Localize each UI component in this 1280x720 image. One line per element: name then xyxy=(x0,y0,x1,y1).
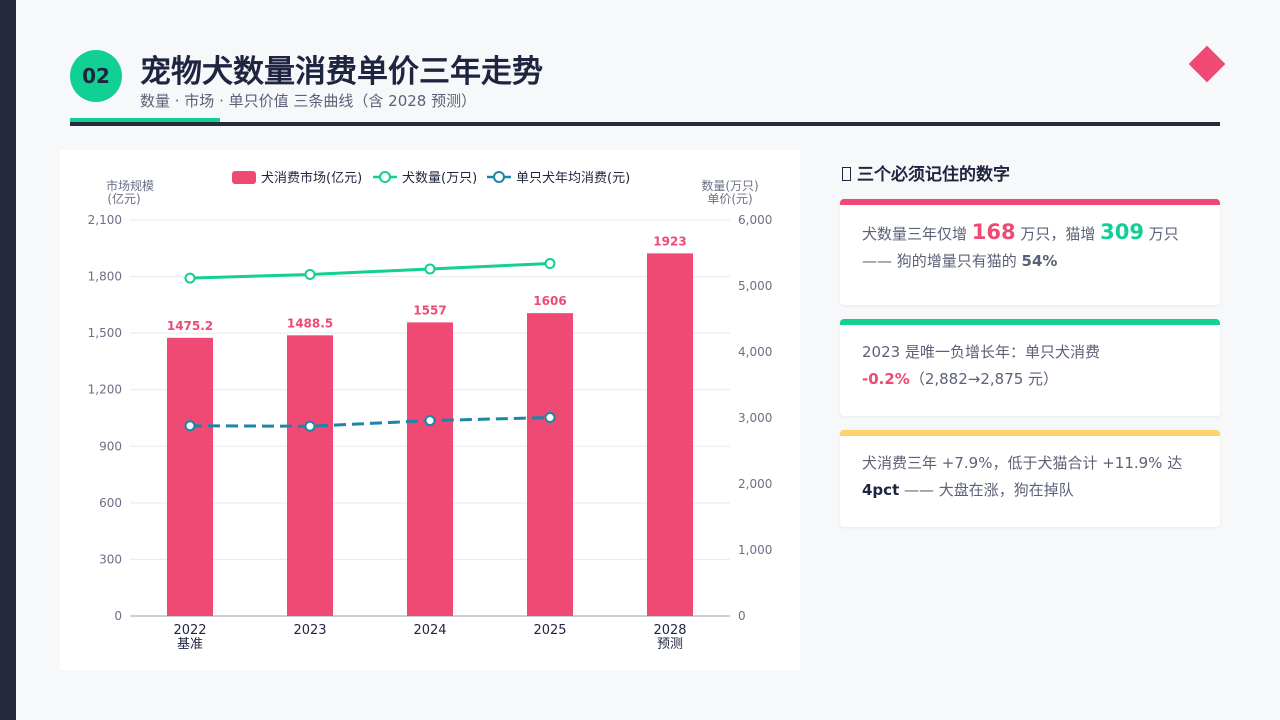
bar-value-label: 1606 xyxy=(533,294,566,308)
legend-label-unit-price: 单只犬年均消费(元) xyxy=(516,171,630,186)
bar xyxy=(647,253,693,616)
bar-value-label: 1488.5 xyxy=(287,316,333,330)
card1-text: 万只，猫增 xyxy=(1015,225,1101,243)
card-top-bar xyxy=(840,319,1220,325)
x-tick-label: 2022 xyxy=(173,623,206,638)
bar xyxy=(167,337,213,616)
info-card-dog-growth: 犬数量三年仅增 168 万只，猫增 309 万只 —— 狗的增量只有猫的 54% xyxy=(840,199,1220,305)
card3-line1: 犬消费三年 +7.9%，低于犬猫合计 +11.9% 达 xyxy=(862,454,1183,472)
page-subtitle: 数量 · 市场 · 单只价值 三条曲线（含 2028 预测） xyxy=(140,92,477,110)
card2-text: （2,882→2,875 元） xyxy=(909,370,1059,388)
right-tick-label: 2,000 xyxy=(738,477,772,491)
left-tick-label: 600 xyxy=(99,496,122,510)
card1-dog-increase: 168 xyxy=(971,220,1016,244)
x-tick-label: 2025 xyxy=(533,623,566,638)
card1-line1: 犬数量三年仅增 168 万只，猫增 309 万只 xyxy=(862,219,1198,248)
header-divider xyxy=(70,122,1220,126)
card1-line2: —— 狗的增量只有猫的 54% xyxy=(862,248,1198,275)
key-numbers-heading-text: 三个必须记住的数字 xyxy=(857,165,1010,185)
legend-swatch-unit-price xyxy=(493,171,505,183)
unit-price-point xyxy=(304,420,316,432)
header-divider-accent xyxy=(70,118,220,122)
left-tick-label: 1,200 xyxy=(88,383,122,397)
card-top-bar xyxy=(840,430,1220,436)
left-tick-label: 300 xyxy=(99,552,122,566)
left-accent-bar xyxy=(0,0,16,720)
legend-label-count: 犬数量(万只) xyxy=(402,171,477,186)
left-tick-label: 0 xyxy=(114,609,122,623)
chart-card: 0 300 600 900 1,200 1,500 1,800 2,100 0 1,000 2,00… xyxy=(60,150,800,670)
checkbox-icon xyxy=(842,167,851,181)
x-tick-label: 2024 xyxy=(413,623,446,638)
x-tick-label: 2023 xyxy=(293,623,326,638)
card2-line1: 2023 是唯一负增长年：单只犬消费 xyxy=(862,343,1100,361)
bar-value-label: 1475.2 xyxy=(167,319,213,333)
right-tick-label: 6,000 xyxy=(738,213,772,227)
section-number-badge: 02 xyxy=(70,50,122,102)
right-tick-label: 3,000 xyxy=(738,411,772,425)
right-axis-title: 数量(万只) xyxy=(701,178,758,193)
info-card-lagging: 犬消费三年 +7.9%，低于犬猫合计 +11.9% 达 4pct —— 大盘在涨… xyxy=(840,430,1220,527)
bar xyxy=(527,313,573,616)
page-title: 宠物犬数量消费单价三年走势 xyxy=(140,54,543,90)
card-top-bar xyxy=(840,199,1220,205)
card1-text: —— 狗的增量只有猫的 xyxy=(862,252,1022,270)
legend-swatch-market xyxy=(232,171,256,184)
card1-text: 犬数量三年仅增 xyxy=(862,225,972,243)
unit-price-line xyxy=(189,416,551,428)
right-axis-title: 单价(元) xyxy=(707,192,752,206)
x-tick-label: 2028 xyxy=(653,623,686,638)
left-axis-title: 市场规模 xyxy=(106,178,154,193)
left-tick-label: 2,100 xyxy=(88,213,122,227)
bar-value-label: 1557 xyxy=(413,303,446,317)
bar xyxy=(407,322,453,616)
card3-gap: 4pct xyxy=(862,481,900,499)
card3-text: —— 大盘在涨，狗在掉队 xyxy=(899,481,1074,499)
x-tick-label: 预测 xyxy=(657,637,683,652)
left-axis-title: (亿元) xyxy=(107,191,140,206)
unit-price-point xyxy=(544,412,556,424)
left-tick-label: 1,800 xyxy=(88,270,122,284)
info-card-negative-year: 2023 是唯一负增长年：单只犬消费 -0.2%（2,882→2,875 元） xyxy=(840,319,1220,416)
key-numbers-heading: 三个必须记住的数字 xyxy=(842,160,1010,185)
dog-count-point xyxy=(544,257,556,269)
legend-label-market: 犬消费市场(亿元) xyxy=(261,170,362,186)
card1-text: 万只 xyxy=(1144,225,1179,243)
combo-chart: 0 300 600 900 1,200 1,500 1,800 2,100 0 1,000 2,00… xyxy=(88,170,773,652)
left-tick-label: 1,500 xyxy=(88,326,122,340)
unit-price-point xyxy=(424,415,436,427)
dog-count-point xyxy=(424,263,436,275)
card2-line2: -0.2%（2,882→2,875 元） xyxy=(862,366,1198,393)
dog-count-line xyxy=(189,261,551,280)
x-tick-label: 基准 xyxy=(177,637,203,652)
left-tick-label: 900 xyxy=(99,439,122,453)
right-tick-label: 0 xyxy=(738,609,746,623)
unit-price-point xyxy=(184,420,196,432)
right-tick-label: 5,000 xyxy=(738,279,772,293)
dog-count-point xyxy=(184,272,196,284)
card1-cat-increase: 309 xyxy=(1100,220,1145,244)
card3-line2: 4pct —— 大盘在涨，狗在掉队 xyxy=(862,477,1198,504)
bar xyxy=(287,335,333,616)
card2-change: -0.2% xyxy=(862,370,910,388)
diamond-decoration xyxy=(1188,45,1226,83)
dog-count-point xyxy=(304,268,316,280)
card1-ratio: 54% xyxy=(1021,252,1058,270)
bar-value-label: 1923 xyxy=(653,234,686,248)
right-tick-label: 1,000 xyxy=(738,543,772,557)
legend-swatch-count xyxy=(379,171,391,183)
right-tick-label: 4,000 xyxy=(738,345,772,359)
